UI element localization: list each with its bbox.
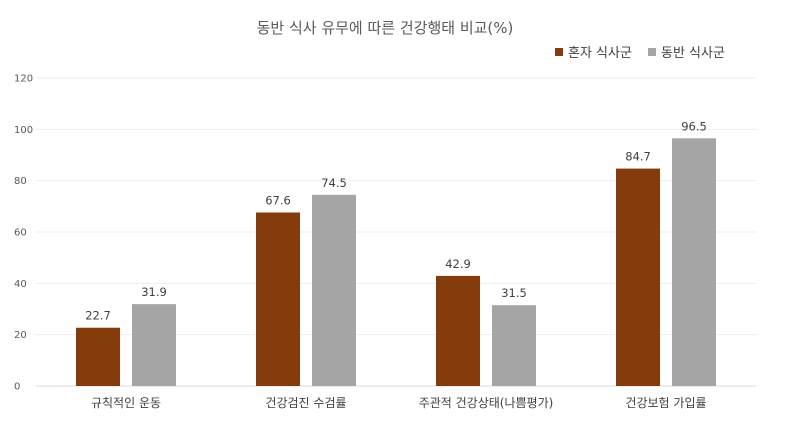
bar: [312, 194, 356, 386]
y-tick-label: 120: [14, 74, 33, 85]
y-tick-label: 100: [14, 125, 33, 136]
chart-title: 동반 식사 유무에 따른 건강행태 비교(%): [257, 19, 514, 37]
bar: [672, 138, 716, 386]
legend-swatch: [555, 48, 563, 56]
legend-label: 동반 식사군: [661, 46, 725, 61]
bar: [76, 327, 120, 386]
bar: [256, 212, 300, 386]
y-tick-label: 80: [14, 176, 27, 187]
legend-label: 혼자 식사군: [568, 46, 632, 61]
data-label: 67.6: [265, 193, 291, 207]
y-axis-ticks: 0 20 40 60 80 100 120: [14, 74, 33, 393]
data-label: 74.5: [321, 176, 347, 190]
data-label: 22.7: [85, 309, 111, 323]
y-tick-label: 20: [14, 330, 27, 341]
y-tick-label: 60: [14, 228, 27, 239]
bar: [436, 275, 480, 386]
category-label: 주관적 건강상태(나쁨평가): [419, 396, 554, 410]
data-labels: 22.7 31.9 67.6 74.5 42.9 31.5 84.7 96.5: [85, 119, 707, 322]
data-label: 84.7: [625, 150, 651, 164]
category-label: 건강검진 수검률: [265, 396, 346, 410]
legend-swatch: [648, 48, 656, 56]
data-label: 31.9: [141, 285, 167, 299]
category-label: 건강보험 가입률: [625, 396, 706, 410]
legend: 혼자 식사군 동반 식사군: [555, 46, 725, 61]
y-tick-label: 40: [14, 279, 27, 290]
data-label: 31.5: [501, 286, 527, 300]
data-label: 42.9: [445, 257, 471, 271]
bar: [492, 305, 536, 386]
category-label: 규칙적인 운동: [91, 396, 161, 410]
data-label: 96.5: [681, 119, 707, 133]
bar: [132, 304, 176, 386]
bars: [76, 138, 716, 386]
y-tick-label: 0: [14, 382, 20, 393]
bar: [616, 168, 660, 386]
x-axis-categories: 규칙적인 운동 건강검진 수검률 주관적 건강상태(나쁨평가) 건강보험 가입률: [91, 396, 707, 410]
